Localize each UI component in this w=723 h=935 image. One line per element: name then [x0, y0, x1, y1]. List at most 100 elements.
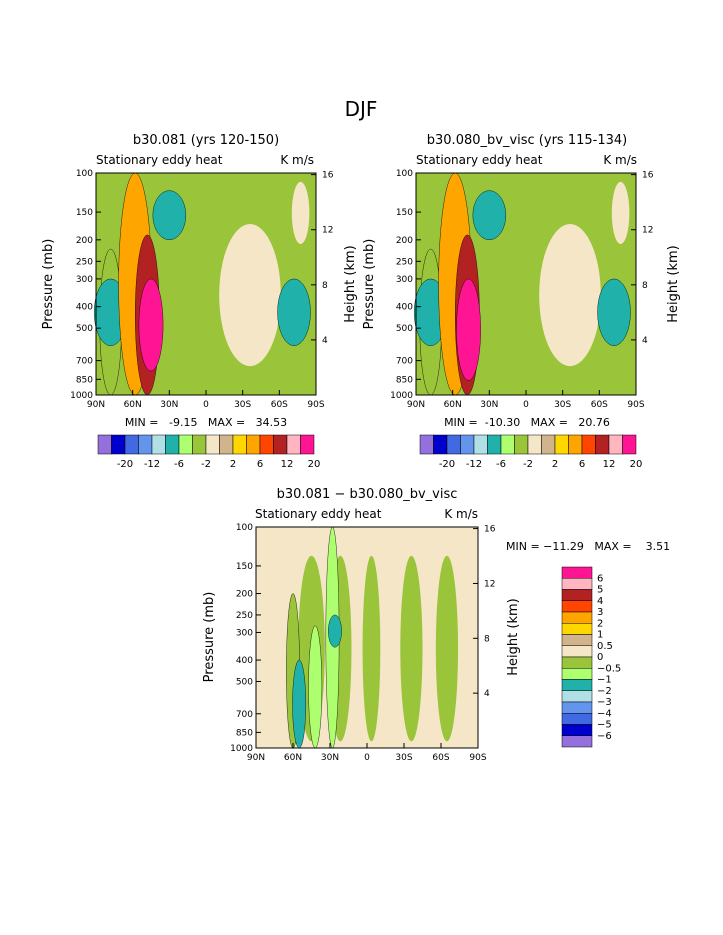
- y-tick-label: 250: [76, 257, 93, 267]
- colorbar-swatch: [561, 589, 593, 601]
- colorbar-swatch: [561, 578, 593, 590]
- panel-2-stats: MIN = -10.30 MAX = 20.76: [444, 416, 610, 429]
- y-tick-label: 300: [396, 275, 413, 285]
- colorbar-swatch: [568, 434, 583, 455]
- colorbar-label: 2: [597, 618, 603, 629]
- data-band: [597, 278, 631, 346]
- y-tick-label: 300: [76, 275, 93, 285]
- colorbar-label: 20: [308, 459, 321, 470]
- y-right-tick-label: 16: [322, 171, 334, 181]
- y-tick-label: 1000: [70, 391, 93, 401]
- y-tick-label: 850: [236, 728, 253, 738]
- background-band: [362, 555, 381, 742]
- colorbar-swatch: [151, 434, 166, 455]
- colorbar-swatch: [97, 434, 112, 455]
- colorbar-label: −1: [597, 675, 612, 686]
- y-right-tick-label: 12: [322, 226, 333, 236]
- panel-1-title: b30.081 (yrs 120-150): [133, 133, 279, 148]
- colorbar-swatch: [561, 690, 593, 703]
- colorbar-label: 3: [597, 607, 603, 618]
- colorbar-label: 0: [597, 652, 603, 663]
- background-band: [291, 181, 310, 245]
- colorbar-label: 4: [597, 596, 603, 607]
- colorbar-label: -6: [174, 459, 184, 470]
- x-tick-label: 30N: [321, 753, 339, 763]
- panel-3-ylabel: Pressure (mb): [202, 592, 217, 683]
- panel-1-ylabel: Pressure (mb): [41, 239, 56, 330]
- x-tick-label: 0: [523, 400, 529, 410]
- background-band: [219, 224, 281, 367]
- colorbar-label: -20: [117, 459, 133, 470]
- x-tick-label: 90N: [247, 753, 265, 763]
- y-tick-label: 500: [236, 677, 253, 687]
- panel-2-ylabel: Pressure (mb): [362, 239, 377, 330]
- colorbar-swatch: [460, 434, 475, 455]
- y-tick-label: 300: [236, 628, 253, 638]
- background-band: [611, 181, 630, 245]
- colorbar-swatch: [286, 434, 301, 455]
- y-right-tick-label: 4: [322, 336, 328, 346]
- colorbar-swatch: [433, 434, 448, 455]
- colorbar-label: 12: [603, 459, 616, 470]
- background-band: [435, 555, 459, 742]
- colorbar-swatch: [561, 713, 593, 725]
- colorbar-swatch: [473, 434, 488, 455]
- y-tick-label: 850: [76, 375, 93, 385]
- colorbar-label: -20: [439, 459, 455, 470]
- panel-3-title: b30.081 − b30.080_bv_visc: [277, 487, 458, 502]
- x-tick-label: 60S: [591, 400, 608, 410]
- data-band: [292, 659, 307, 749]
- data-band: [308, 625, 323, 749]
- colorbar-swatch: [514, 434, 529, 455]
- colorbar-label: −4: [597, 708, 612, 719]
- panel-1-colorbar: -20 -12 -6 -2 2 6 12 20: [97, 434, 321, 470]
- colorbar-swatch: [541, 434, 556, 455]
- x-tick-label: 90N: [407, 400, 425, 410]
- colorbar-label: 2: [552, 459, 558, 470]
- colorbar-label: −5: [597, 720, 612, 731]
- colorbar-swatch: [622, 434, 637, 455]
- colorbar-swatch: [561, 623, 593, 635]
- colorbar-label: -6: [496, 459, 506, 470]
- x-tick-label: 90N: [87, 400, 105, 410]
- colorbar-swatch: [595, 434, 610, 455]
- y-tick-label: 250: [396, 257, 413, 267]
- panel-1-stats: MIN = -9.15 MAX = 34.53: [125, 416, 287, 429]
- x-tick-label: 90S: [627, 400, 644, 410]
- y-tick-label: 500: [76, 324, 93, 334]
- panel-3-plot: 90N 60N 30N 0 30S 60S 90S 100 150 200 250 300 400 500…: [230, 523, 496, 763]
- colorbar-swatch: [246, 434, 261, 455]
- y-tick-label: 400: [236, 656, 253, 666]
- panel-3-subtitle-right: K m/s: [444, 507, 478, 521]
- y-tick-label: 100: [396, 169, 413, 179]
- colorbar-label: -2: [523, 459, 533, 470]
- y-tick-label: 200: [396, 236, 413, 246]
- panel-1: b30.081 (yrs 120-150) Stationary eddy he…: [41, 133, 358, 470]
- colorbar-label: -2: [201, 459, 211, 470]
- colorbar-swatch: [561, 600, 593, 613]
- colorbar-swatch: [259, 434, 274, 455]
- colorbar-swatch: [419, 434, 434, 455]
- y-right-tick-label: 16: [642, 171, 654, 181]
- x-tick-label: 30N: [160, 400, 178, 410]
- colorbar-label: 20: [630, 459, 643, 470]
- y-right-tick-label: 4: [642, 336, 648, 346]
- colorbar-swatch: [232, 434, 247, 455]
- colorbar-swatch: [124, 434, 139, 455]
- colorbar-swatch: [554, 434, 569, 455]
- x-tick-label: 60N: [124, 400, 142, 410]
- x-tick-label: 60S: [432, 753, 449, 763]
- colorbar-swatch: [273, 434, 288, 455]
- x-tick-label: 60S: [271, 400, 288, 410]
- y-tick-label: 700: [236, 710, 253, 720]
- colorbar-swatch: [446, 434, 461, 455]
- colorbar-swatch: [561, 701, 593, 714]
- y-right-tick-label: 4: [484, 689, 490, 699]
- y-tick-label: 700: [76, 357, 93, 367]
- panel-2-subtitle-right: K m/s: [603, 153, 637, 167]
- colorbar-swatch: [165, 434, 180, 455]
- colorbar-label: −6: [597, 731, 612, 742]
- panel-1-subtitle-right: K m/s: [280, 153, 314, 167]
- colorbar-label: 6: [257, 459, 263, 470]
